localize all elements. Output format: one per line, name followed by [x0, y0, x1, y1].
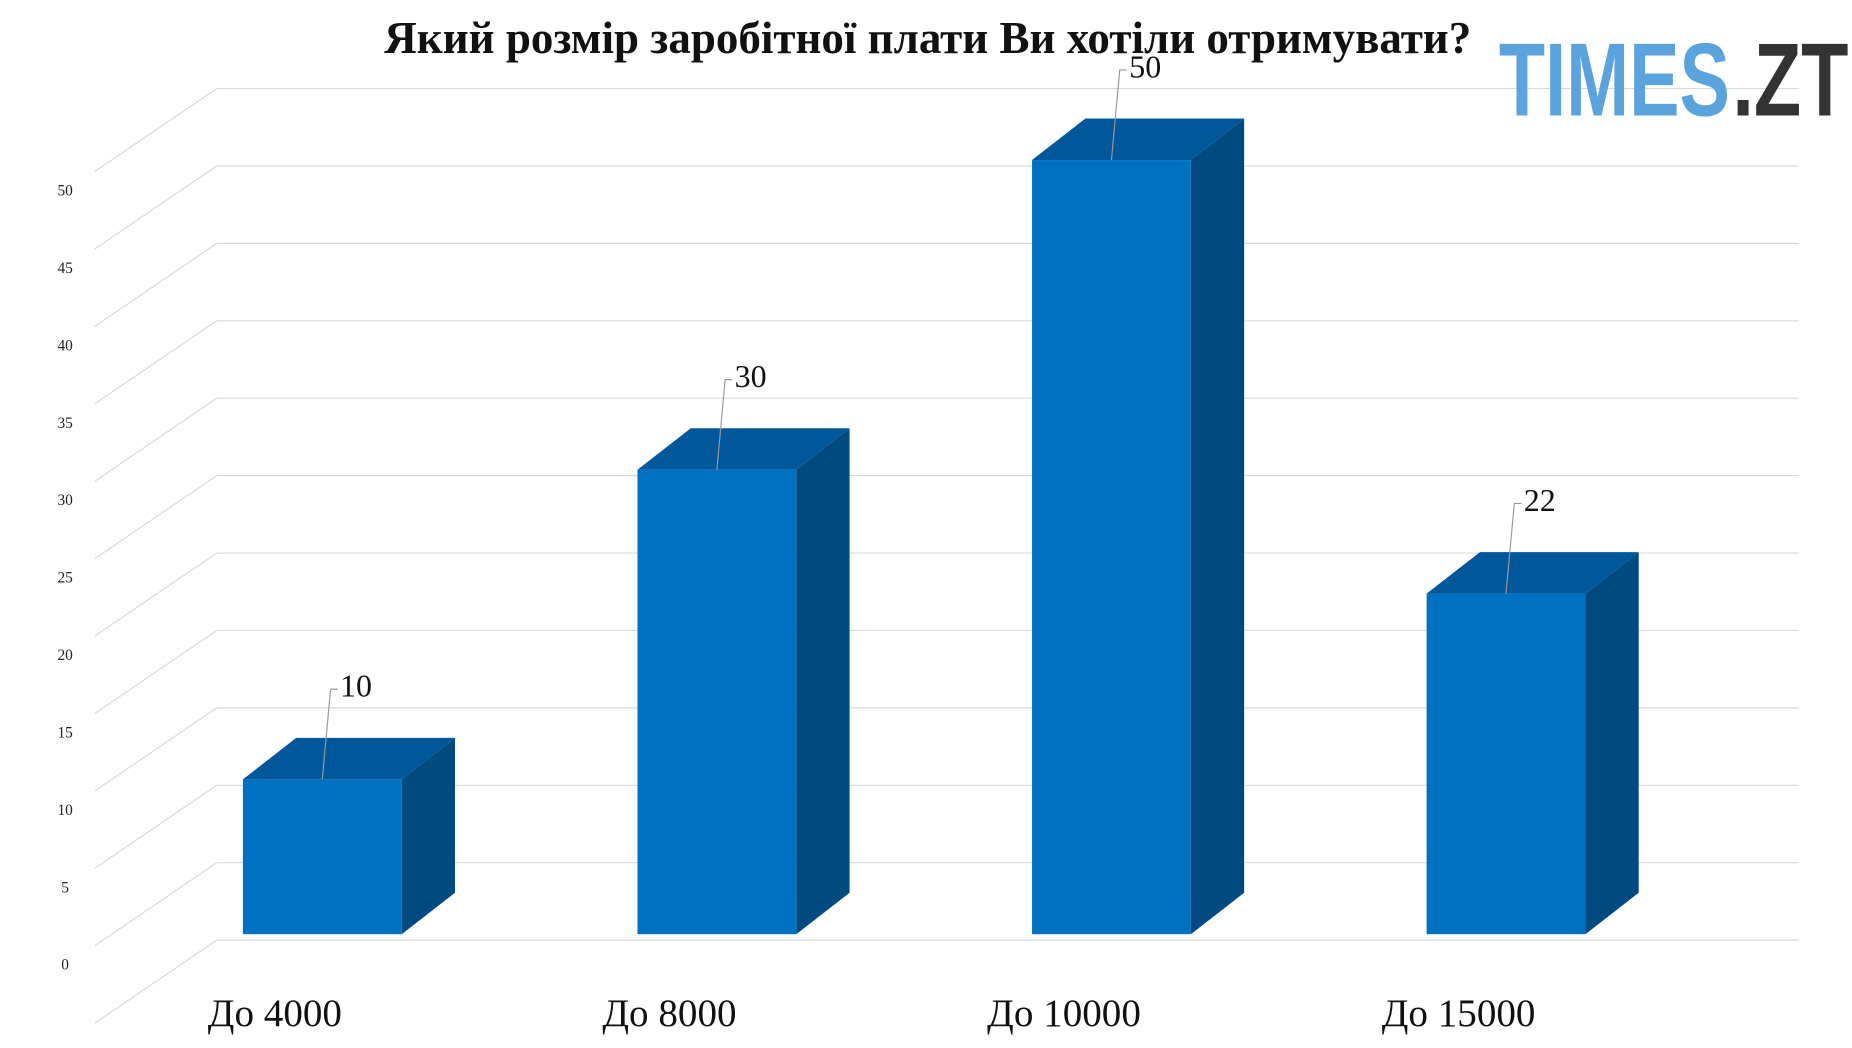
- bar-side: [796, 428, 850, 935]
- grid-line: [94, 397, 218, 482]
- bar-side: [1585, 552, 1639, 935]
- data-label: 50: [1129, 48, 1161, 84]
- data-label: 10: [340, 668, 372, 704]
- grid-line: [94, 629, 218, 714]
- y-tick-label: 30: [57, 492, 73, 509]
- x-tick-label: До 4000: [208, 992, 342, 1035]
- watermark: TIMES: [1499, 22, 1730, 138]
- y-tick-label: 15: [57, 724, 73, 741]
- data-label: 22: [1524, 482, 1556, 518]
- bar-side: [1190, 118, 1245, 935]
- grid-line: [94, 939, 218, 1024]
- watermark: .ZT: [1732, 22, 1848, 138]
- y-tick-label: 50: [57, 183, 73, 200]
- grid-line: [94, 862, 218, 947]
- bar: [242, 779, 402, 935]
- grid-line: [94, 88, 218, 173]
- bar: [1032, 160, 1191, 935]
- x-tick-label: До 10000: [987, 992, 1141, 1035]
- grid-line: [94, 784, 218, 869]
- x-tick-label: До 15000: [1382, 992, 1536, 1035]
- y-tick-label: 40: [57, 337, 73, 354]
- grid-line: [94, 242, 218, 327]
- bar: [1426, 593, 1586, 935]
- bar-top: [637, 428, 850, 470]
- bar-top: [1426, 552, 1639, 594]
- leader-line: [716, 379, 733, 470]
- y-tick-label: 20: [57, 647, 73, 664]
- y-tick-label: 45: [57, 260, 73, 277]
- leader-line: [321, 688, 338, 780]
- y-tick-label: 10: [57, 802, 73, 819]
- bar: [637, 469, 797, 935]
- leader-line: [1110, 69, 1127, 161]
- grid-line: [94, 552, 218, 637]
- grid-line: [94, 320, 218, 405]
- bar-side: [401, 737, 456, 935]
- grid-line: [94, 165, 218, 250]
- leader-line: [1505, 502, 1522, 594]
- y-tick-label: 35: [57, 415, 73, 432]
- bar-top: [242, 737, 456, 780]
- x-tick-label: До 8000: [602, 992, 736, 1035]
- chart-title: Який розмір заробітної плати Ви хотіли о…: [384, 13, 1471, 63]
- grid-line: [94, 475, 218, 560]
- grid-line: [94, 707, 218, 792]
- bar-top: [1032, 118, 1245, 161]
- y-tick-label: 25: [57, 570, 73, 587]
- y-tick-label: 0: [61, 957, 69, 974]
- data-label: 30: [735, 358, 767, 394]
- y-tick-label: 5: [61, 879, 69, 896]
